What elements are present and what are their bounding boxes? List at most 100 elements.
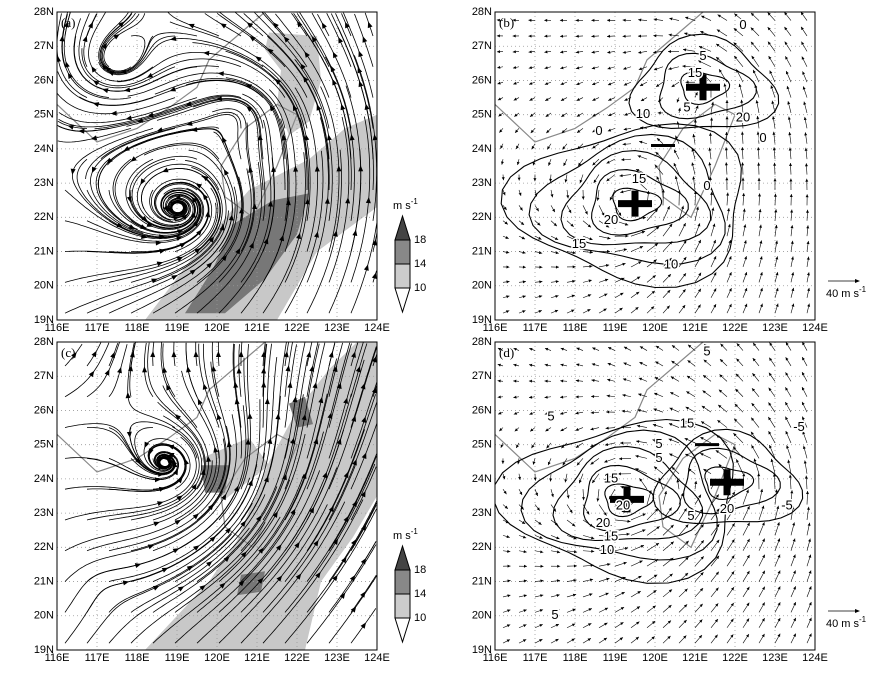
vector-head xyxy=(762,570,766,574)
vector-head xyxy=(668,422,672,426)
vector-head xyxy=(518,178,521,181)
vector-head xyxy=(607,129,611,133)
vector-head xyxy=(767,430,771,434)
vector-head xyxy=(638,392,642,396)
x-tick-label: 121E xyxy=(682,322,708,334)
vector-head xyxy=(513,98,517,102)
vector-head xyxy=(668,437,672,441)
vector-head xyxy=(669,452,673,456)
vector-head xyxy=(762,617,766,621)
vector-head xyxy=(508,565,511,568)
vector-head xyxy=(800,26,804,30)
vector-head xyxy=(652,423,656,427)
arrowhead xyxy=(320,21,327,29)
vector-head xyxy=(768,357,772,361)
vector-head xyxy=(556,593,560,597)
vector-head xyxy=(609,197,613,201)
arrowhead xyxy=(83,35,90,42)
vector-head xyxy=(544,82,548,86)
vector-head xyxy=(507,638,511,642)
vector-head xyxy=(539,536,543,540)
arrowhead xyxy=(138,178,145,186)
vector-head xyxy=(576,98,580,102)
arrowhead xyxy=(261,381,266,387)
vector-head xyxy=(801,356,805,360)
vector-head xyxy=(585,211,589,215)
vector-head xyxy=(698,239,702,243)
vector-head xyxy=(777,538,781,542)
vector-head xyxy=(708,162,711,165)
vector-head xyxy=(539,638,543,642)
arrowhead xyxy=(216,351,221,357)
vector-head xyxy=(498,396,501,399)
vector-head xyxy=(806,225,809,228)
vector-head xyxy=(642,512,646,516)
vector-head xyxy=(545,428,549,432)
vector-head xyxy=(681,205,685,209)
arrowhead xyxy=(161,168,168,175)
vector-head xyxy=(620,621,624,625)
vector-head xyxy=(547,462,551,466)
vector-head xyxy=(768,372,772,376)
scale-head xyxy=(855,279,860,283)
vector-head xyxy=(653,589,657,593)
arrowhead xyxy=(226,441,232,448)
vector-head xyxy=(760,303,764,307)
contour-label: 5 xyxy=(687,508,694,523)
vector-head xyxy=(539,294,543,298)
vector-head xyxy=(560,82,564,86)
contour-label: 20 xyxy=(736,110,750,125)
vector-head xyxy=(497,50,500,53)
vector-head xyxy=(560,347,564,351)
vector-head xyxy=(519,193,523,197)
vector-head xyxy=(676,99,680,103)
vector-head xyxy=(716,28,720,32)
vector-head xyxy=(709,133,712,136)
vector-head xyxy=(767,387,771,391)
y-tick-label: 24N xyxy=(34,143,54,155)
vector-head xyxy=(523,280,526,283)
y-tick-label: 24N xyxy=(34,473,54,485)
vector-head xyxy=(623,561,627,565)
vector-head xyxy=(549,478,552,481)
vector-head xyxy=(624,98,628,102)
vector-head xyxy=(571,637,575,641)
colorbar-unit: m s-1 xyxy=(393,527,418,542)
contour-label: 20 xyxy=(616,498,630,513)
vector-head xyxy=(686,81,689,84)
y-tick-label: 26N xyxy=(34,74,54,86)
x-tick-label: 123E xyxy=(762,652,788,664)
vector-head xyxy=(589,237,593,241)
vector-head xyxy=(623,67,627,71)
vector-head xyxy=(738,83,742,87)
vector-head xyxy=(793,633,797,637)
vector-head xyxy=(507,608,511,612)
vector-head xyxy=(591,67,595,71)
vector-head xyxy=(760,287,764,291)
vector-head xyxy=(729,287,733,291)
vector-head xyxy=(573,593,577,597)
vector-head xyxy=(668,50,671,53)
vector-head xyxy=(497,379,500,382)
vector-head xyxy=(533,178,536,181)
vector-head xyxy=(544,19,547,22)
vector-head xyxy=(686,375,690,379)
unit: m s xyxy=(393,200,411,212)
contour-label: 0 xyxy=(739,17,746,32)
vector-head xyxy=(700,420,704,424)
arrowhead xyxy=(105,368,112,376)
vector-head xyxy=(729,256,733,260)
vector-head xyxy=(544,66,548,70)
vector-head xyxy=(560,396,563,399)
vector-head xyxy=(778,586,782,590)
vector-head xyxy=(560,379,563,382)
x-tick-label: 117E xyxy=(523,652,548,664)
vector-head xyxy=(695,91,699,95)
vector-head xyxy=(702,389,706,393)
scale-sup: -1 xyxy=(859,285,867,294)
vector-head xyxy=(604,460,608,464)
plot-area xyxy=(495,11,815,320)
arrowhead xyxy=(170,36,177,42)
scale-text: 40 m s xyxy=(826,288,860,300)
